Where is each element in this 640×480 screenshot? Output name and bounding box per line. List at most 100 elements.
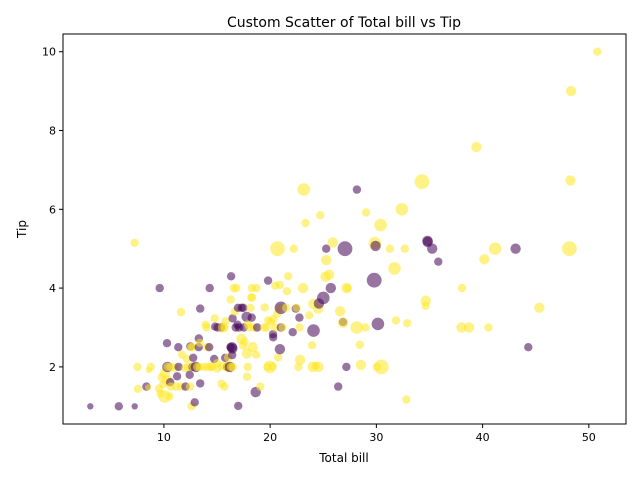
scatter-point-225 xyxy=(565,85,577,97)
scatter-point-153 xyxy=(292,303,301,312)
scatter-point-31 xyxy=(176,307,186,317)
scatter-point-171 xyxy=(317,291,330,305)
scatter-point-216 xyxy=(471,141,482,153)
scatter-point-117 xyxy=(247,342,258,353)
scatter-point-1 xyxy=(114,402,124,411)
scatter-point-75 xyxy=(220,323,229,332)
x-tick-label: 40 xyxy=(476,431,490,444)
scatter-point-142 xyxy=(275,280,285,290)
scatter-point-175 xyxy=(324,269,335,280)
scatter-point-226 xyxy=(593,47,602,56)
scatter-point-29 xyxy=(174,362,183,372)
scatter-point-116 xyxy=(247,293,257,302)
scatter-point-132 xyxy=(268,362,277,371)
scatter-point-65 xyxy=(210,314,219,323)
scatter-point-177 xyxy=(327,237,338,248)
scatter-point-86 xyxy=(226,272,236,281)
scatter-point-0 xyxy=(87,403,94,410)
scatter-point-185 xyxy=(343,283,352,293)
scatter-point-182 xyxy=(337,241,353,257)
scatter-point-89 xyxy=(227,343,238,354)
scatter-point-140 xyxy=(274,353,283,362)
scatter-point-162 xyxy=(307,341,317,350)
scatter-point-218 xyxy=(484,323,493,332)
scatter-point-189 xyxy=(355,359,367,371)
scatter-point-211 xyxy=(427,243,438,254)
scatter-point-61 xyxy=(205,283,214,293)
scatter-point-202 xyxy=(395,203,409,216)
scatter-point-126 xyxy=(262,323,271,332)
scatter-point-149 xyxy=(284,272,293,281)
scatter-point-158 xyxy=(297,282,309,294)
scatter-point-53 xyxy=(196,379,205,388)
scatter-point-121 xyxy=(252,283,261,293)
scatter-point-74 xyxy=(220,382,229,391)
points-layer xyxy=(87,47,602,411)
scatter-point-223 xyxy=(562,241,577,257)
scatter-point-57 xyxy=(202,323,211,332)
scatter-point-109 xyxy=(243,362,252,372)
scatter-point-147 xyxy=(281,303,291,312)
scatter-point-5 xyxy=(133,384,143,394)
scatter-point-9 xyxy=(146,362,155,372)
scatter-point-178 xyxy=(334,382,343,391)
scatter-point-170 xyxy=(316,211,325,220)
scatter-point-194 xyxy=(370,240,381,252)
scatter-point-165 xyxy=(307,324,320,337)
scatter-point-139 xyxy=(270,241,285,257)
scatter-point-186 xyxy=(350,321,364,334)
x-tick-label: 10 xyxy=(157,431,171,444)
scatter-point-198 xyxy=(373,359,389,375)
scatter-point-168 xyxy=(313,361,324,373)
scatter-point-192 xyxy=(366,272,382,288)
scatter-point-208 xyxy=(420,295,431,306)
scatter-point-108 xyxy=(242,372,252,381)
x-axis-ticks: 10 20 30 40 50 xyxy=(157,424,596,444)
x-tick-label: 30 xyxy=(369,431,383,444)
scatter-point-217 xyxy=(479,254,490,265)
scatter-point-150 xyxy=(288,328,297,337)
scatter-point-204 xyxy=(402,395,411,404)
y-tick-label: 2 xyxy=(49,361,56,374)
scatter-point-52 xyxy=(195,338,205,347)
scatter-point-179 xyxy=(334,306,346,317)
scatter-point-174 xyxy=(321,254,332,266)
scatter-point-159 xyxy=(297,183,311,196)
scatter-point-98 xyxy=(234,401,243,411)
scatter-point-203 xyxy=(400,244,409,253)
scatter-point-120 xyxy=(252,350,261,359)
scatter-point-200 xyxy=(388,262,401,275)
scatter-point-214 xyxy=(457,283,467,293)
scatter-point-143 xyxy=(274,344,286,355)
scatter-point-206 xyxy=(414,174,430,190)
scatter-point-2 xyxy=(131,403,138,410)
scatter-point-157 xyxy=(294,354,306,365)
scatter-point-187 xyxy=(352,185,362,194)
scatter-point-103 xyxy=(239,303,248,312)
scatter-point-125 xyxy=(260,303,269,312)
scatter-point-17 xyxy=(162,339,172,348)
scatter-point-95 xyxy=(232,283,241,293)
scatter-point-220 xyxy=(510,243,521,254)
y-tick-label: 6 xyxy=(49,203,56,216)
scatter-point-161 xyxy=(305,311,314,320)
scatter-point-155 xyxy=(295,313,304,322)
scatter-point-156 xyxy=(295,323,304,332)
y-axis-ticks: 2 4 6 8 10 xyxy=(42,46,63,374)
scatter-point-77 xyxy=(221,317,230,326)
x-axis-label: Total bill xyxy=(318,451,368,465)
x-tick-label: 20 xyxy=(263,431,277,444)
scatter-point-105 xyxy=(240,337,249,346)
scatter-point-183 xyxy=(342,362,351,372)
scatter-point-201 xyxy=(391,316,401,325)
scatter-point-3 xyxy=(130,238,139,247)
scatter-point-221 xyxy=(524,343,533,352)
scatter-point-205 xyxy=(403,319,412,328)
scatter-point-60 xyxy=(205,343,214,352)
scatter-point-123 xyxy=(256,382,265,391)
y-axis-label: Tip xyxy=(15,220,29,239)
scatter-point-196 xyxy=(371,317,385,331)
scatter-point-224 xyxy=(565,175,576,186)
scatter-point-84 xyxy=(226,295,235,304)
